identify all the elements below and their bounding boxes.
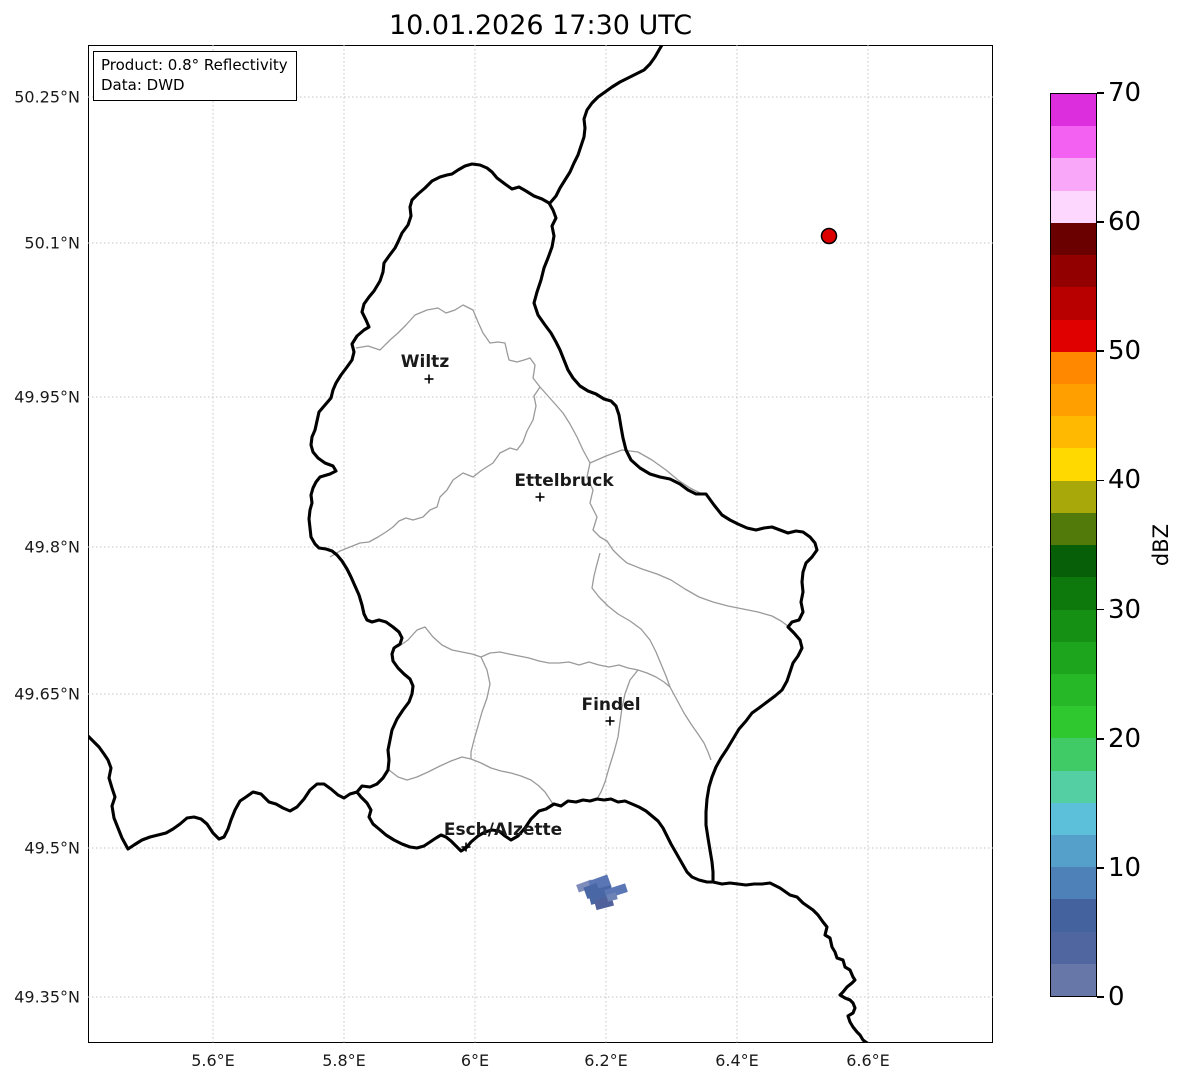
colorbar-segment [1051,255,1096,288]
district-border [596,669,639,800]
colorbar-tick-label: 60 [1108,207,1142,238]
colorbar-segment [1051,319,1096,352]
colorbar-segment [1051,480,1096,513]
lon-tick-label: 6.6°E [846,1051,890,1070]
colorbar-segment [1051,673,1096,707]
district-border [589,449,701,494]
map-canvas: Wiltz Ettelbruck Findel Esch/Alzette [88,45,993,1043]
map-frame [88,45,993,1043]
colorbar-segment [1051,835,1096,868]
country-border [88,734,359,851]
colorbar-segment [1051,351,1096,384]
colorbar-segment [1051,126,1096,159]
colorbar [1050,93,1097,997]
colorbar-segment [1051,770,1096,803]
colorbar-segment [1051,577,1096,610]
colorbar-segment [1051,931,1096,964]
lat-tick-label: 49.65°N [14,684,80,704]
city-label: Findel [581,695,640,715]
district-border [388,756,554,805]
colorbar-segment [1051,222,1096,256]
lon-tick-label: 6.4°E [715,1051,759,1070]
colorbar-segment [1051,287,1096,320]
lat-tick-label: 49.5°N [24,838,80,858]
district-border [626,562,789,627]
colorbar-tick-mark [1097,737,1104,740]
colorbar-segment [1051,545,1096,578]
colorbar-tick-label: 20 [1108,723,1142,754]
city-label: Wiltz [401,352,450,372]
lon-tick-label: 6.2°E [584,1051,628,1070]
colorbar-segment [1051,867,1096,900]
colorbar-tick-mark [1097,350,1104,353]
colorbar-segment [1051,641,1096,674]
product-info-line: Product: 0.8° Reflectivity [101,56,288,74]
colorbar-segment [1051,448,1096,481]
country-border [548,45,664,205]
lon-tick-label: 5.8°E [322,1051,366,1070]
country-border [711,880,869,1043]
city-label: Esch/Alzette [444,820,562,840]
colorbar-tick-label: 30 [1108,594,1142,625]
colorbar-tick-label: 40 [1108,465,1142,496]
radar-site-marker [820,227,838,245]
colorbar-tick-mark [1097,867,1104,869]
colorbar-tick-label: 50 [1108,336,1142,367]
colorbar-tick-mark [1097,479,1104,482]
district-border [397,626,712,761]
colorbar-tick-mark [1097,608,1104,611]
colorbar-segment [1051,899,1096,932]
colorbar-tick-mark [1097,221,1104,223]
city-label: Ettelbruck [514,471,614,491]
colorbar-segment [1051,802,1096,836]
colorbar-tick-label: 70 [1108,78,1142,108]
district-border [470,656,491,759]
colorbar-segment [1051,706,1096,739]
colorbar-unit-label: dBZ [1149,523,1173,567]
colorbar-tick-label: 10 [1108,852,1142,883]
product-info-box: Product: 0.8° Reflectivity Data: DWD [93,51,297,101]
lat-tick-label: 49.35°N [14,987,80,1007]
colorbar-segment [1051,94,1096,127]
lon-tick-label: 5.6°E [191,1051,235,1070]
district-border [355,304,541,388]
district-border [586,462,628,564]
district-border [539,386,591,464]
colorbar-segment [1051,609,1096,642]
colorbar-tick-mark [1097,92,1104,94]
district-border [591,552,671,688]
lat-tick-label: 50.1°N [24,233,80,253]
lat-tick-label: 49.95°N [14,387,80,407]
colorbar-segment [1051,512,1096,546]
country-border [307,162,819,884]
colorbar-segment [1051,963,1096,997]
colorbar-segment [1051,158,1096,191]
lon-tick-label: 6°E [460,1051,490,1070]
district-border [329,386,541,558]
lat-tick-label: 49.8°N [24,537,80,557]
product-info-line: Data: DWD [101,76,185,95]
colorbar-tick-label: 0 [1108,982,1125,1012]
lat-tick-label: 50.25°N [14,87,80,107]
colorbar-segment [1051,738,1096,771]
colorbar-segment [1051,383,1096,417]
colorbar-segment [1051,190,1096,223]
colorbar-tick-mark [1097,996,1104,998]
plot-title: 10.01.2026 17:30 UTC [388,10,693,41]
colorbar-segment [1051,416,1096,449]
reflectivity-echo [606,892,618,902]
